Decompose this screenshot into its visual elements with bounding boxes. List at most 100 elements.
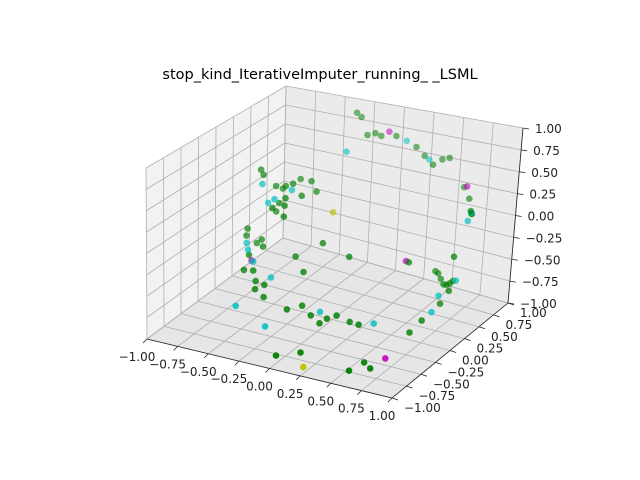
grid-line-floor-y <box>214 288 451 351</box>
scatter-point <box>378 132 385 140</box>
scatter-point <box>464 217 472 225</box>
scatter-point <box>272 182 280 190</box>
scatter-point <box>300 363 307 371</box>
scatter-point <box>405 259 413 266</box>
y-tick-label: 0.50 <box>491 330 518 344</box>
grid-line-floor-x <box>299 278 424 377</box>
grid-line-back-x <box>479 122 494 295</box>
scatter-point <box>282 194 289 202</box>
scatter-point <box>307 312 315 319</box>
grid-line-back-z <box>285 104 522 151</box>
x-tick-label: 0.50 <box>307 394 334 408</box>
scatter-point <box>439 156 446 163</box>
scatter-point <box>259 180 266 188</box>
scatter-point <box>276 199 283 207</box>
x-tick-label: 0.75 <box>338 402 365 416</box>
y-tick-mark <box>449 350 457 353</box>
scatter-point <box>429 161 437 168</box>
scatter-point <box>261 323 269 330</box>
scatter-point <box>413 143 420 151</box>
scatter-point <box>298 302 306 310</box>
scatter-point <box>437 275 445 283</box>
scatter-point <box>364 131 371 139</box>
grid-line-floor-x <box>330 286 452 384</box>
x-tick-mark <box>265 368 270 373</box>
scatter-point <box>346 318 354 326</box>
scatter-point <box>466 195 473 202</box>
scatter-point <box>260 293 267 301</box>
scatter-point <box>403 137 411 145</box>
scatter-point <box>393 132 400 140</box>
grid-line-back-x <box>423 112 435 279</box>
grid-line-left-z <box>145 104 286 190</box>
scatter-point <box>292 253 299 260</box>
x-tick-mark <box>357 390 362 395</box>
grid-line-left-z <box>146 123 286 212</box>
scatter-point <box>240 266 248 274</box>
scatter-point <box>271 195 278 203</box>
z-tick-label: 0.50 <box>531 166 558 180</box>
scatter-point <box>360 359 368 366</box>
z-tick-mark <box>519 171 526 174</box>
scatter-points <box>232 109 476 375</box>
scatter-point <box>308 177 315 185</box>
x-tick-label: −1.00 <box>119 350 156 364</box>
scatter-point <box>257 166 265 173</box>
scatter-point <box>297 175 305 183</box>
scatter-point <box>319 239 327 247</box>
scatter-point <box>425 156 433 163</box>
y-tick-label: 0.25 <box>477 342 504 356</box>
y-tick-label: 0.00 <box>462 354 489 368</box>
scatter-point <box>316 320 323 327</box>
scatter-point <box>450 253 458 260</box>
scatter-point <box>418 317 426 324</box>
y-tick-mark <box>435 361 442 365</box>
scatter-point <box>261 281 268 289</box>
y-tick-mark <box>493 314 500 318</box>
scatter-point <box>333 312 340 319</box>
y-tick-mark <box>406 385 413 389</box>
y-tick-label: −0.25 <box>448 365 485 379</box>
scatter-point <box>283 306 291 313</box>
scatter-point <box>313 188 320 195</box>
z-tick-mark <box>511 258 518 261</box>
scatter-point <box>345 367 353 375</box>
scatter-point <box>258 236 266 243</box>
scatter-point <box>260 171 267 179</box>
grid-line-back-z <box>285 123 520 173</box>
grid-line-left-y <box>282 85 287 239</box>
scatter-point <box>289 180 297 187</box>
scatter-point <box>435 292 442 300</box>
grid-line-floor-y <box>248 262 480 328</box>
x-tick-mark <box>203 353 209 359</box>
z-tick-mark <box>507 302 515 305</box>
x-tick-label: 1.00 <box>369 409 396 423</box>
scatter-point <box>269 204 276 212</box>
scatter-point <box>244 246 252 254</box>
scatter-point <box>288 186 296 194</box>
scatter-point <box>463 183 471 190</box>
scatter-point <box>316 308 324 316</box>
x-tick-mark <box>295 375 301 381</box>
scatter-point <box>252 277 259 285</box>
scatter-point <box>282 182 290 190</box>
scatter-point <box>406 329 413 336</box>
z-tick-label: 0.00 <box>528 210 555 224</box>
scatter-point <box>386 128 393 135</box>
z-tick-label: −0.25 <box>526 231 563 245</box>
grid-line-floor-y <box>265 250 494 316</box>
z-tick-label: 0.75 <box>533 144 560 158</box>
scatter-point <box>358 113 365 121</box>
x-tick-label: −0.25 <box>210 372 247 386</box>
z-tick-mark <box>513 236 520 239</box>
scatter-point <box>244 225 251 232</box>
axes-3d: −1.00−0.75−0.50−0.250.000.250.500.751.00… <box>119 85 563 423</box>
scatter-point <box>298 192 306 200</box>
scatter-point <box>249 267 257 274</box>
scatter-point <box>243 239 250 247</box>
scatter-point <box>428 308 435 316</box>
scatter-point <box>281 202 288 209</box>
x-tick-label: −0.50 <box>180 365 217 379</box>
scatter-point <box>253 239 261 247</box>
